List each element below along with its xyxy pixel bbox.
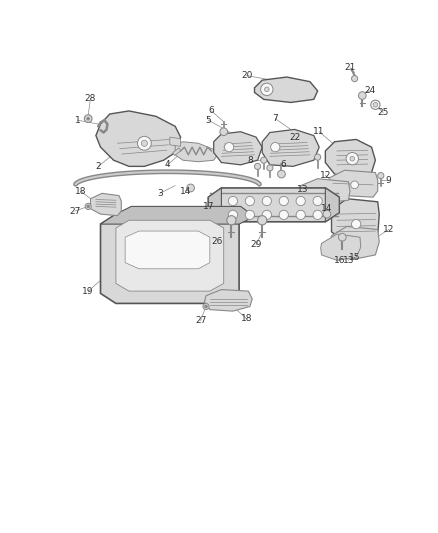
Circle shape xyxy=(87,205,90,208)
Circle shape xyxy=(85,115,92,123)
Circle shape xyxy=(245,196,254,206)
Circle shape xyxy=(138,136,151,150)
Text: 18: 18 xyxy=(75,187,86,196)
Text: 16: 16 xyxy=(333,256,345,265)
Circle shape xyxy=(314,154,321,160)
Polygon shape xyxy=(299,179,350,203)
Text: 13: 13 xyxy=(297,185,308,194)
Circle shape xyxy=(371,100,380,109)
Text: 4: 4 xyxy=(165,160,170,169)
Circle shape xyxy=(205,305,208,308)
Polygon shape xyxy=(330,227,379,259)
Circle shape xyxy=(323,210,331,218)
Circle shape xyxy=(278,170,285,178)
Text: 17: 17 xyxy=(202,202,214,211)
Text: 5: 5 xyxy=(205,116,211,125)
Circle shape xyxy=(279,210,288,220)
Text: 24: 24 xyxy=(364,86,376,95)
Text: 6: 6 xyxy=(280,160,286,169)
Circle shape xyxy=(261,157,267,163)
Polygon shape xyxy=(329,170,378,197)
Circle shape xyxy=(296,210,305,220)
Text: 20: 20 xyxy=(241,71,252,80)
Text: 6: 6 xyxy=(208,107,214,116)
Text: 14: 14 xyxy=(180,187,191,196)
Circle shape xyxy=(254,163,261,169)
Polygon shape xyxy=(325,140,375,177)
Circle shape xyxy=(227,216,236,225)
Circle shape xyxy=(141,140,148,147)
Circle shape xyxy=(378,173,384,179)
Circle shape xyxy=(339,233,346,241)
Text: 21: 21 xyxy=(344,63,356,72)
Polygon shape xyxy=(96,111,180,166)
Polygon shape xyxy=(116,220,224,291)
Text: 28: 28 xyxy=(85,94,96,103)
Text: 25: 25 xyxy=(378,108,389,117)
Circle shape xyxy=(203,303,209,310)
Circle shape xyxy=(350,156,355,161)
Circle shape xyxy=(358,92,366,99)
Text: 26: 26 xyxy=(212,237,223,246)
Text: 12: 12 xyxy=(383,225,394,234)
Text: 18: 18 xyxy=(241,314,253,324)
Text: 13: 13 xyxy=(343,256,354,265)
Circle shape xyxy=(224,142,234,152)
Polygon shape xyxy=(332,199,379,244)
Text: 9: 9 xyxy=(385,176,392,185)
Polygon shape xyxy=(100,214,239,303)
Text: 29: 29 xyxy=(251,240,262,249)
Circle shape xyxy=(296,196,305,206)
Polygon shape xyxy=(170,137,180,147)
Text: 19: 19 xyxy=(82,287,94,296)
Circle shape xyxy=(262,196,272,206)
Text: 27: 27 xyxy=(195,316,206,325)
Text: 7: 7 xyxy=(272,114,278,123)
Text: 8: 8 xyxy=(247,156,253,165)
Text: 22: 22 xyxy=(289,133,300,142)
Circle shape xyxy=(271,142,280,152)
Circle shape xyxy=(267,165,273,171)
Circle shape xyxy=(279,196,288,206)
Polygon shape xyxy=(321,234,361,260)
Text: 12: 12 xyxy=(320,171,331,180)
Circle shape xyxy=(187,184,194,192)
Circle shape xyxy=(262,210,272,220)
Polygon shape xyxy=(205,289,252,311)
Polygon shape xyxy=(214,132,262,165)
Polygon shape xyxy=(91,193,121,216)
Circle shape xyxy=(228,196,237,206)
Circle shape xyxy=(87,117,90,120)
Text: 11: 11 xyxy=(314,127,325,136)
Circle shape xyxy=(313,210,322,220)
Text: 14: 14 xyxy=(321,204,332,213)
Circle shape xyxy=(373,102,378,107)
Text: 3: 3 xyxy=(157,189,162,198)
Polygon shape xyxy=(173,148,180,156)
Text: 27: 27 xyxy=(69,206,81,215)
Polygon shape xyxy=(125,231,210,269)
Polygon shape xyxy=(262,130,319,166)
Circle shape xyxy=(258,216,267,225)
Circle shape xyxy=(346,152,358,165)
Circle shape xyxy=(220,128,228,135)
Circle shape xyxy=(265,87,269,92)
Polygon shape xyxy=(208,188,339,222)
Polygon shape xyxy=(208,188,221,222)
Polygon shape xyxy=(175,142,218,161)
Circle shape xyxy=(352,220,361,229)
Text: 1: 1 xyxy=(74,116,80,125)
Circle shape xyxy=(85,203,91,209)
Circle shape xyxy=(228,210,237,220)
Circle shape xyxy=(352,76,358,82)
Circle shape xyxy=(261,83,273,95)
Polygon shape xyxy=(325,188,339,222)
Polygon shape xyxy=(254,77,318,102)
Text: 2: 2 xyxy=(95,162,101,171)
Text: 15: 15 xyxy=(349,253,360,262)
Circle shape xyxy=(245,210,254,220)
Circle shape xyxy=(351,181,358,189)
Polygon shape xyxy=(100,206,254,224)
Circle shape xyxy=(313,196,322,206)
